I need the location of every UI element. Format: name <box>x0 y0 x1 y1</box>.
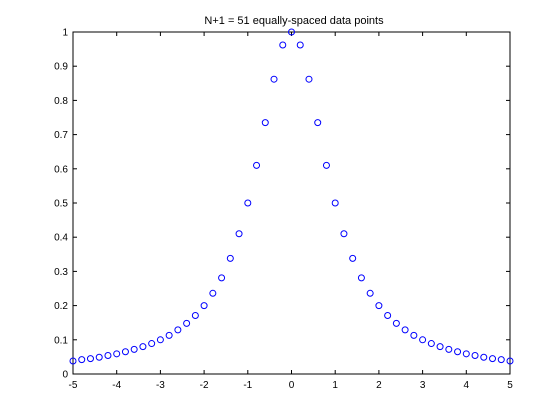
data-point <box>148 340 156 348</box>
data-point <box>244 199 252 207</box>
x-tick-label: 3 <box>420 380 426 391</box>
data-point <box>427 340 435 348</box>
x-tick-label: -4 <box>112 380 121 391</box>
y-tick-label: 0.4 <box>54 233 68 244</box>
y-tick-label: 0.9 <box>54 62 68 73</box>
data-point <box>235 230 243 238</box>
data-point <box>191 312 199 320</box>
x-tick-label: -3 <box>156 380 165 391</box>
y-tick-label: 0.6 <box>54 164 68 175</box>
data-point <box>261 119 269 127</box>
data-point <box>209 289 217 297</box>
data-point <box>130 345 138 353</box>
data-point <box>288 28 295 36</box>
data-point <box>454 348 462 356</box>
y-tick-label: 0.1 <box>54 335 68 346</box>
data-point <box>165 331 173 339</box>
data-point <box>253 161 261 169</box>
x-tick-label: 0 <box>289 380 295 391</box>
data-point <box>357 274 365 282</box>
y-tick-label: 0.3 <box>54 267 68 278</box>
data-point <box>296 41 304 49</box>
data-point <box>174 326 182 334</box>
data-point <box>349 254 357 262</box>
data-point <box>305 75 313 83</box>
x-tick-label: -1 <box>243 380 252 391</box>
data-point <box>104 352 112 360</box>
data-point <box>139 343 147 351</box>
y-axis: 0 0.1 0.2 0.3 0.4 0.5 0.6 0.7 0.8 0.9 1 <box>54 28 510 381</box>
data-point <box>497 356 505 364</box>
data-point <box>226 254 234 262</box>
data-point <box>183 319 191 327</box>
data-point <box>340 230 348 238</box>
data-point <box>331 199 339 207</box>
x-tick-label: -2 <box>200 380 209 391</box>
data-point <box>78 356 86 364</box>
y-tick-label: 0.8 <box>54 96 68 107</box>
y-tick-label: 0 <box>62 370 68 381</box>
data-point <box>410 331 418 339</box>
data-point <box>445 345 453 353</box>
data-point <box>384 312 392 320</box>
data-point <box>506 357 514 365</box>
data-point <box>366 289 374 297</box>
y-tick-label: 0.2 <box>54 301 68 312</box>
y-tick-label: 0.7 <box>54 130 68 141</box>
data-point <box>113 350 121 358</box>
data-points <box>69 28 514 365</box>
data-point <box>95 353 103 361</box>
plot-area-frame <box>72 31 511 375</box>
data-point <box>270 75 278 83</box>
data-point <box>69 357 77 365</box>
y-tick-label: 0.5 <box>54 199 68 210</box>
data-point <box>200 302 208 310</box>
data-point <box>436 343 444 351</box>
chart-title: N+1 = 51 equally-spaced data points <box>204 15 384 27</box>
x-tick-label: 2 <box>376 380 382 391</box>
data-point <box>218 274 226 282</box>
data-point <box>392 319 400 327</box>
x-tick-label: 1 <box>332 380 338 391</box>
x-tick-label: 4 <box>464 380 470 391</box>
data-point <box>156 336 164 344</box>
data-point <box>480 353 488 361</box>
data-point <box>314 119 322 127</box>
data-point <box>86 355 94 363</box>
data-point <box>279 41 287 49</box>
data-point <box>489 355 497 363</box>
data-point <box>401 326 409 334</box>
data-point <box>375 302 383 310</box>
x-axis: -5 -4 -3 -2 -1 0 1 2 3 4 5 <box>69 32 513 391</box>
x-tick-label: 5 <box>507 380 513 391</box>
x-tick-label: -5 <box>69 380 78 391</box>
data-point <box>462 350 470 358</box>
y-tick-label: 1 <box>62 28 68 39</box>
data-point <box>419 336 427 344</box>
data-point <box>471 352 479 360</box>
data-point <box>121 348 129 356</box>
data-point <box>322 161 330 169</box>
